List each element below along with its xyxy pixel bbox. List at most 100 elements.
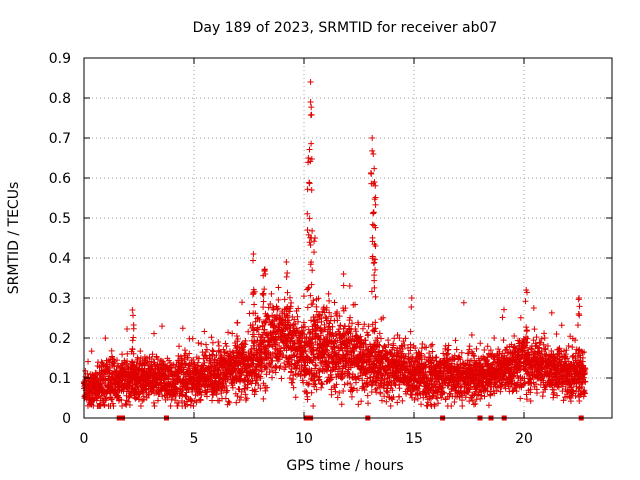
data-point (233, 333, 240, 340)
data-point (175, 352, 182, 359)
data-point (310, 346, 317, 353)
data-point (337, 322, 344, 329)
data-point (222, 340, 229, 347)
data-point (276, 356, 283, 363)
data-point (179, 325, 186, 332)
data-point (310, 403, 317, 409)
data-point (308, 140, 315, 147)
data-point (277, 350, 284, 357)
data-point (252, 318, 259, 325)
data-point (346, 283, 353, 290)
data-point (250, 251, 257, 257)
data-point (576, 398, 583, 405)
data-point (285, 331, 292, 338)
data-point (240, 351, 247, 358)
data-point (207, 357, 214, 364)
data-point (286, 317, 293, 324)
data-point (347, 388, 354, 395)
data-point (311, 249, 318, 256)
data-point (396, 385, 403, 392)
x-tick-label: 0 (80, 431, 89, 447)
data-point (124, 325, 131, 332)
data-point (124, 350, 131, 357)
data-point (275, 284, 282, 291)
data-point (309, 300, 316, 307)
data-point (306, 146, 313, 153)
data-point (262, 319, 269, 326)
data-point (223, 382, 230, 389)
data-point (224, 374, 231, 381)
data-point (295, 358, 302, 365)
data-point (548, 309, 555, 316)
data-point (306, 180, 313, 187)
data-point (134, 356, 141, 363)
data-point (130, 321, 137, 328)
data-point (244, 384, 251, 391)
data-point (88, 348, 95, 355)
data-point (291, 316, 298, 323)
data-point (223, 343, 230, 350)
y-tick-label: 0.6 (49, 171, 71, 187)
data-point (257, 375, 264, 382)
data-point (304, 186, 311, 193)
x-tick-label: 5 (190, 431, 199, 447)
data-point (364, 392, 371, 399)
data-point (303, 389, 310, 396)
data-point (288, 368, 295, 375)
x-tick-label: 20 (515, 431, 533, 447)
data-point (407, 328, 414, 335)
data-point (242, 391, 249, 398)
data-point (261, 337, 268, 344)
y-tick-label: 0.3 (49, 291, 71, 307)
data-point (198, 340, 205, 347)
data-point (125, 398, 132, 405)
data-point (448, 403, 455, 409)
data-point (523, 328, 530, 335)
data-point (132, 395, 139, 402)
data-point (311, 238, 318, 245)
data-point (215, 339, 222, 346)
data-point (470, 401, 477, 408)
data-point (218, 383, 225, 390)
data-point (85, 358, 92, 365)
data-point (290, 351, 297, 358)
x-axis-label: GPS time / hours (286, 458, 403, 474)
data-point (349, 320, 356, 327)
data-point (371, 272, 378, 279)
data-point (203, 346, 210, 353)
data-point (369, 234, 376, 241)
data-point (495, 346, 502, 353)
data-point (224, 376, 231, 383)
data-point (278, 375, 285, 382)
data-point (253, 364, 260, 371)
data-point (272, 369, 279, 376)
data-point (302, 348, 309, 355)
data-point (203, 341, 210, 348)
data-point (179, 391, 186, 398)
data-point (517, 395, 524, 402)
data-point (222, 395, 229, 402)
data-point (271, 340, 278, 347)
data-point (368, 170, 375, 177)
data-point (178, 391, 185, 398)
data-point (309, 227, 316, 234)
data-point (369, 147, 376, 154)
data-point (533, 390, 540, 397)
data-point (408, 304, 415, 311)
data-point (267, 301, 274, 308)
data-point (558, 322, 565, 329)
data-point (517, 314, 524, 321)
data-point (286, 294, 293, 301)
data-point (396, 393, 403, 400)
data-point (186, 350, 193, 357)
data-point (263, 365, 270, 372)
data-point (300, 327, 307, 334)
data-point (459, 403, 466, 409)
data-point (466, 343, 473, 350)
data-point (274, 306, 281, 313)
data-point (530, 305, 537, 312)
data-point (238, 372, 245, 379)
data-point (264, 355, 271, 362)
data-point (522, 298, 529, 305)
